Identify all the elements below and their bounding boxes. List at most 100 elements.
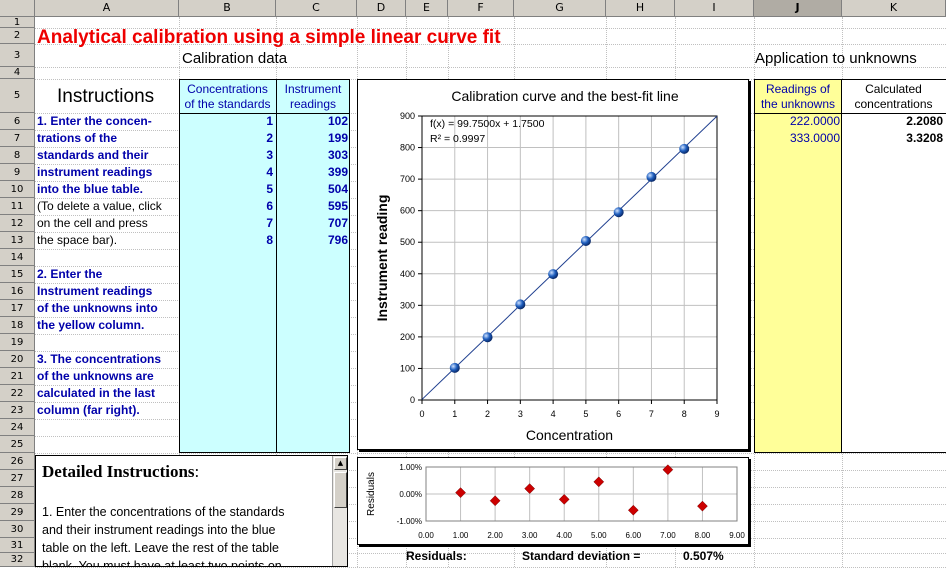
scroll-thumb[interactable] xyxy=(334,472,347,508)
res-plot-border xyxy=(425,466,738,522)
column-header-c[interactable]: C xyxy=(276,0,357,17)
row-header-6[interactable]: 6 xyxy=(0,113,35,130)
instruction-line: calculated in the last xyxy=(37,386,156,400)
res-y-axis-label: Residuals xyxy=(366,472,377,516)
row-header-29[interactable]: 29 xyxy=(0,504,35,521)
blue-table-divider xyxy=(276,79,277,453)
reading-cell[interactable]: 399 xyxy=(327,165,348,179)
plot-border xyxy=(421,115,718,401)
res-y-tick-label: -1.00% xyxy=(397,517,422,526)
reading-cell[interactable]: 796 xyxy=(327,233,348,247)
row-header-4[interactable]: 4 xyxy=(0,67,35,79)
column-header-g[interactable]: G xyxy=(514,0,606,17)
column-header-h[interactable]: H xyxy=(606,0,675,17)
concentration-cell[interactable]: 5 xyxy=(266,182,273,196)
scroll-up-button[interactable]: ▲ xyxy=(334,457,347,470)
col-c-header-1: Instrument xyxy=(284,82,342,96)
row-header-3[interactable]: 3 xyxy=(0,44,35,67)
concentration-cell[interactable]: 3 xyxy=(266,148,273,162)
x-tick-label: 8 xyxy=(682,409,687,419)
column-header-k[interactable]: K xyxy=(842,0,946,17)
row-header-25[interactable]: 25 xyxy=(0,436,35,453)
concentration-cell[interactable]: 6 xyxy=(266,199,273,213)
concentration-cell[interactable]: 1 xyxy=(266,114,273,128)
instruction-line: the yellow column. xyxy=(37,318,145,332)
row-header-22[interactable]: 22 xyxy=(0,385,35,402)
instruction-line: 3. The concentrations xyxy=(37,352,162,366)
column-header-d[interactable]: D xyxy=(357,0,406,17)
res-y-tick-label: 0.00% xyxy=(399,490,422,499)
detailed-instructions-title: Detailed Instructions: xyxy=(42,462,200,481)
grid-row-line xyxy=(35,67,946,68)
row-header-12[interactable]: 12 xyxy=(0,215,35,232)
row-header-28[interactable]: 28 xyxy=(0,487,35,504)
reading-cell[interactable]: 199 xyxy=(327,131,348,145)
row-header-30[interactable]: 30 xyxy=(0,521,35,538)
col-j-header-1: Readings of xyxy=(765,82,831,96)
instruction-line: instrument readings xyxy=(37,165,153,179)
row-header-24[interactable]: 24 xyxy=(0,419,35,436)
res-x-tick-label: 7.00 xyxy=(660,531,676,540)
row-header-26[interactable]: 26 xyxy=(0,453,35,470)
concentration-cell[interactable]: 8 xyxy=(266,233,273,247)
detailed-scrollbar[interactable]: ▲ xyxy=(332,456,347,566)
row-header-17[interactable]: 17 xyxy=(0,300,35,317)
instruction-line: on the cell and press xyxy=(37,216,148,230)
instruction-line: column (far right). xyxy=(37,403,140,417)
row-header-31[interactable]: 31 xyxy=(0,538,35,553)
row-header-14[interactable]: 14 xyxy=(0,249,35,266)
column-header-b[interactable]: B xyxy=(179,0,276,17)
x-tick-label: 5 xyxy=(583,409,588,419)
concentration-cell[interactable]: 7 xyxy=(266,216,273,230)
residuals-chart[interactable]: -1.00% 0.00% 1.00% 0.00 1.00 2.00 3.00 4.00 5.00… xyxy=(357,457,749,545)
row-header-11[interactable]: 11 xyxy=(0,198,35,215)
row-header-2[interactable]: 2 xyxy=(0,28,35,44)
reading-cell[interactable]: 707 xyxy=(327,216,348,230)
row-header-1[interactable]: 1 xyxy=(0,17,35,28)
column-header-j[interactable]: J xyxy=(754,0,842,17)
row-header-10[interactable]: 10 xyxy=(0,181,35,198)
row-header-19[interactable]: 19 xyxy=(0,334,35,351)
row-header-23[interactable]: 23 xyxy=(0,402,35,419)
row-header-27[interactable]: 27 xyxy=(0,470,35,487)
concentration-cell[interactable]: 4 xyxy=(266,165,273,179)
col-c-header-2: readings xyxy=(289,97,337,111)
column-header-a[interactable]: A xyxy=(35,0,179,17)
reading-cell[interactable]: 102 xyxy=(327,114,348,128)
data-point xyxy=(548,269,559,280)
column-header-i[interactable]: I xyxy=(675,0,754,17)
reading-cell[interactable]: 595 xyxy=(327,199,348,213)
reading-cell[interactable]: 303 xyxy=(327,148,348,162)
x-tick-label: 1 xyxy=(452,409,457,419)
select-all-corner[interactable] xyxy=(0,0,35,17)
row-header-16[interactable]: 16 xyxy=(0,283,35,300)
unknown-reading-cell[interactable]: 222.0000 xyxy=(789,114,840,128)
res-x-tick-label: 6.00 xyxy=(626,531,642,540)
row-header-9[interactable]: 9 xyxy=(0,164,35,181)
instructions-header: Instructions xyxy=(57,86,155,107)
sd-label: Standard deviation = xyxy=(522,549,641,563)
row-header-8[interactable]: 8 xyxy=(0,147,35,164)
row-header-5[interactable]: 5 xyxy=(0,79,35,113)
residual-point xyxy=(662,464,674,476)
concentration-cell[interactable]: 2 xyxy=(266,131,273,145)
sd-value: 0.507% xyxy=(683,549,724,563)
row-header-7[interactable]: 7 xyxy=(0,130,35,147)
row-header-15[interactable]: 15 xyxy=(0,266,35,283)
column-header-f[interactable]: F xyxy=(448,0,514,17)
column-header-e[interactable]: E xyxy=(406,0,448,17)
grid-row-line xyxy=(35,28,946,29)
grid-row-line xyxy=(35,453,946,454)
x-tick-label: 0 xyxy=(419,409,424,419)
detailed-instructions-box[interactable]: Detailed Instructions: 1. Enter the conc… xyxy=(35,455,348,567)
row-header-21[interactable]: 21 xyxy=(0,368,35,385)
res-x-tick-label: 8.00 xyxy=(695,531,711,540)
col-b-header-1: Concentrations xyxy=(187,82,268,96)
row-header-18[interactable]: 18 xyxy=(0,317,35,334)
calibration-chart[interactable]: Calibration curve and the best-fit line 0… xyxy=(357,79,749,450)
reading-cell[interactable]: 504 xyxy=(327,182,348,196)
row-header-32[interactable]: 32 xyxy=(0,553,35,567)
unknown-reading-cell[interactable]: 333.0000 xyxy=(789,131,840,145)
row-header-20[interactable]: 20 xyxy=(0,351,35,368)
row-header-13[interactable]: 13 xyxy=(0,232,35,249)
